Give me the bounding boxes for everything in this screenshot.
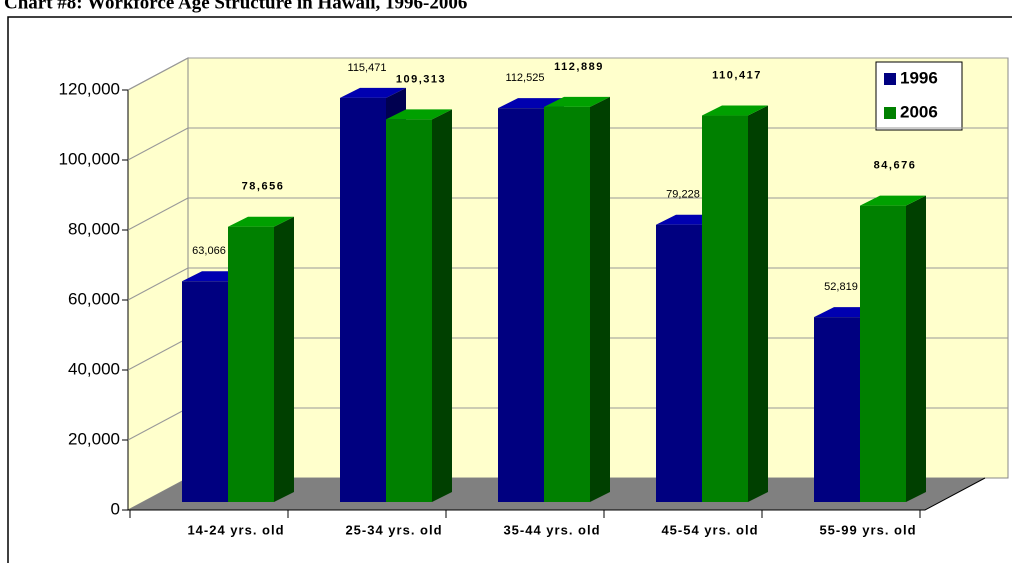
bar [702,115,748,502]
x-tick-label: 45-54 yrs. old [661,522,758,537]
value-label: 115,471 [348,62,387,74]
bar-top [860,195,926,206]
chart-title: Chart #8: Workforce Age Structure in Haw… [4,0,467,13]
bar-top [544,96,610,107]
legend-swatch [884,107,896,119]
y-tick-label: 120,000 [59,79,120,98]
value-label: 63,066 [192,245,226,257]
value-label: 79,228 [666,189,700,201]
bar-top [386,109,452,120]
value-label: 110,417 [712,69,762,81]
legend-swatch [884,73,896,85]
bar [656,224,702,502]
frame [7,16,1012,563]
bar-side [274,216,294,503]
bar-side [748,105,768,502]
value-label: 84,676 [874,160,917,172]
y-tick-label: 100,000 [59,149,120,168]
y-tick-label: 80,000 [68,219,120,238]
bar [814,317,860,502]
value-label: 78,656 [242,181,285,193]
bar [182,281,228,502]
x-tick-label: 55-99 yrs. old [819,522,916,537]
grid-line [127,267,189,301]
value-label: 112,525 [506,72,545,84]
grid-line [127,197,189,231]
y-tick-label: 60,000 [68,289,120,308]
legend-label: 1996 [900,68,938,87]
bar-side [590,96,610,503]
bar-side [906,195,926,502]
x-tick-label: 25-34 yrs. old [345,522,442,537]
value-label: 52,819 [824,281,858,293]
bar [860,205,906,502]
bar [386,119,432,502]
legend-label: 2006 [900,102,938,121]
y-tick-label: 0 [111,499,120,518]
bar-top [228,216,294,227]
value-label: 112,889 [554,61,604,73]
x-tick-label: 14-24 yrs. old [187,522,284,537]
grid-line [127,127,189,161]
bar [544,106,590,503]
grid-line [127,337,189,371]
value-label: 109,313 [396,73,446,85]
x-tick-label: 35-44 yrs. old [503,522,600,537]
bar [228,226,274,503]
grid-line [127,57,189,91]
y-tick-label: 20,000 [68,429,120,448]
bar [498,108,544,502]
bar-top [340,87,406,98]
bar [340,97,386,502]
bar-side [432,109,452,502]
grid-line [127,407,189,441]
bar-top [702,105,768,116]
y-tick-label: 40,000 [68,359,120,378]
